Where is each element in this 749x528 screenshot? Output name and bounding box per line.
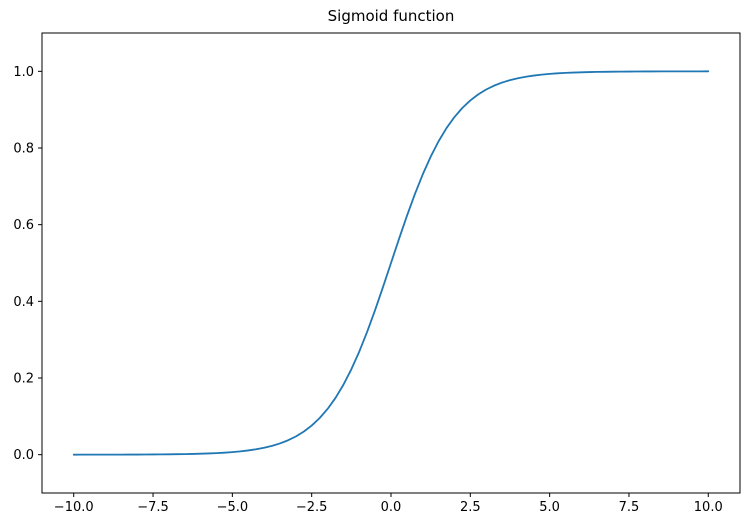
y-tick-label: 0.8 (13, 142, 34, 157)
x-tick-label: 10.0 (694, 500, 723, 515)
x-tick-label: 2.5 (460, 500, 481, 515)
y-tick-label: 0.6 (13, 218, 34, 233)
chart-title: Sigmoid function (327, 7, 455, 25)
x-tick-label: 7.5 (619, 500, 640, 515)
x-tick-label: −10.0 (54, 500, 94, 515)
y-tick-label: 1.0 (13, 65, 34, 80)
x-tick-label: −2.5 (296, 500, 328, 515)
series-line-sigmoid (72, 70, 710, 456)
y-tick-label: 0.4 (13, 295, 34, 310)
sigmoid-line (72, 70, 710, 456)
y-axis: 0.0 0.2 0.4 0.6 0.8 1.0 (13, 65, 42, 463)
x-tick-label: −7.5 (137, 500, 169, 515)
x-tick-label: 5.0 (539, 500, 560, 515)
x-tick-label: 0.0 (381, 500, 402, 515)
y-tick-label: 0.0 (13, 448, 34, 463)
x-axis: −10.0 −7.5 −5.0 −2.5 0.0 2.5 5.0 7.5 10.0 (54, 493, 723, 515)
y-tick-label: 0.2 (13, 372, 34, 387)
x-tick-label: −5.0 (217, 500, 249, 515)
